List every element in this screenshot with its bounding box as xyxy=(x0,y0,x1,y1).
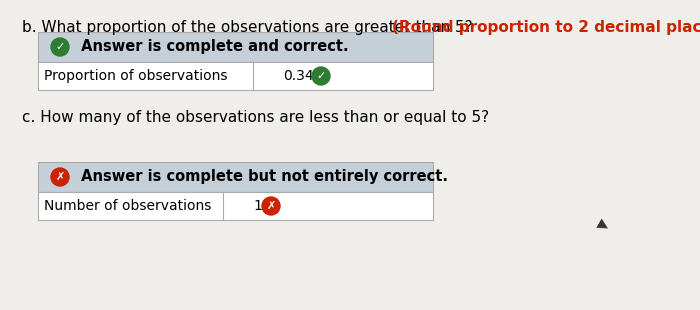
Text: (Round proportion to 2 decimal places.): (Round proportion to 2 decimal places.) xyxy=(392,20,700,35)
Text: Answer is complete but not entirely correct.: Answer is complete but not entirely corr… xyxy=(76,170,448,184)
Circle shape xyxy=(51,168,69,186)
Text: Answer is complete and correct.: Answer is complete and correct. xyxy=(76,39,349,55)
Circle shape xyxy=(312,67,330,85)
Text: Number of observations: Number of observations xyxy=(44,199,211,213)
FancyBboxPatch shape xyxy=(38,32,433,62)
FancyBboxPatch shape xyxy=(38,162,433,192)
Text: b. What proportion of the observations are greater than 5?: b. What proportion of the observations a… xyxy=(22,20,477,35)
Text: ✗: ✗ xyxy=(266,201,276,211)
Text: c. How many of the observations are less than or equal to 5?: c. How many of the observations are less… xyxy=(22,110,489,125)
Circle shape xyxy=(51,38,69,56)
Circle shape xyxy=(262,197,280,215)
Text: ✗: ✗ xyxy=(55,172,64,182)
Text: Proportion of observations: Proportion of observations xyxy=(44,69,228,83)
Text: 0.34: 0.34 xyxy=(283,69,314,83)
Text: 1: 1 xyxy=(253,199,262,213)
FancyBboxPatch shape xyxy=(38,192,433,220)
FancyBboxPatch shape xyxy=(38,62,433,90)
Text: ▶: ▶ xyxy=(595,216,611,234)
Text: ✓: ✓ xyxy=(55,42,64,52)
Text: ✓: ✓ xyxy=(316,71,326,81)
